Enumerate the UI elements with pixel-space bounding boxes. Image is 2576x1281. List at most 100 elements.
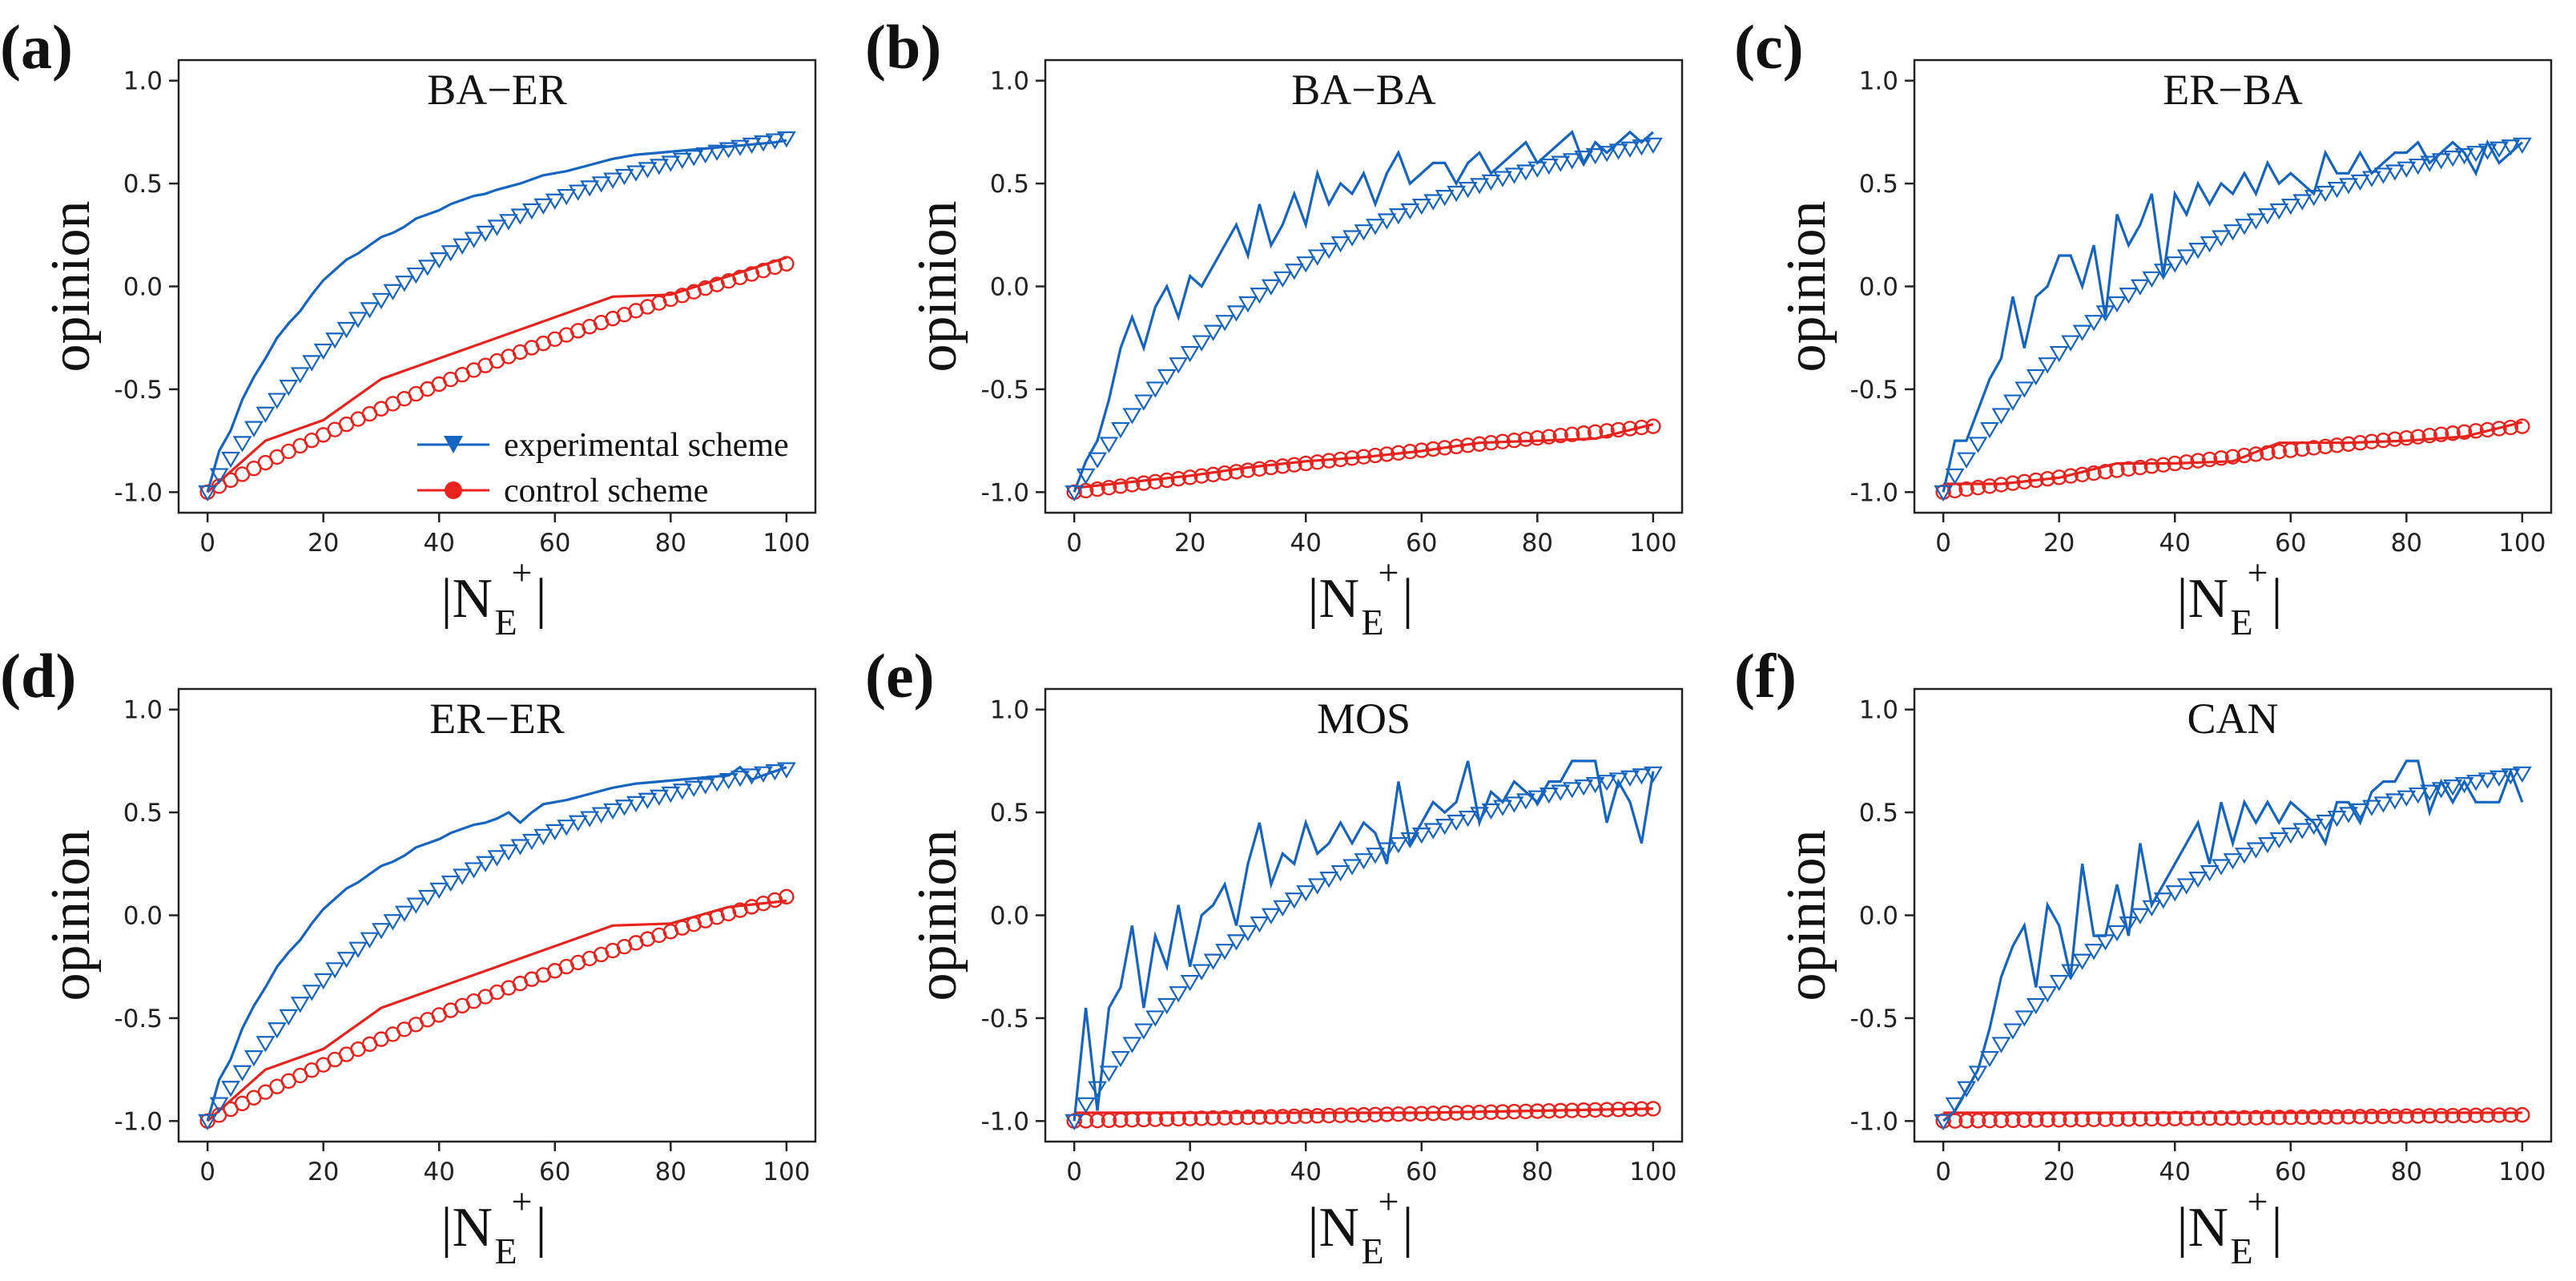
experimental-marker: [1273, 900, 1293, 916]
x-tick-label: 20: [2043, 529, 2075, 558]
control-marker: [2086, 1111, 2102, 1128]
x-tick-label: 60: [539, 1158, 570, 1186]
x-axis-label-main: |N: [1308, 1197, 1360, 1259]
experimental-marker: [776, 131, 796, 148]
experimental-marker: [1481, 174, 1501, 191]
control-marker: [2132, 1110, 2148, 1127]
experimental-marker: [2512, 137, 2532, 154]
experimental-marker: [672, 152, 692, 170]
experimental-marker: [2454, 777, 2474, 794]
control-marker: [1217, 1110, 1233, 1126]
experimental-marker: [765, 133, 785, 150]
experimental-marker: [360, 932, 380, 949]
experimental-marker: [2015, 1010, 2035, 1027]
control-marker: [1309, 454, 1326, 470]
experimental-marker: [2188, 872, 2208, 888]
x-tick-label: 80: [655, 1158, 686, 1186]
experimental-marker: [2454, 148, 2474, 165]
control-marker: [1506, 432, 1523, 449]
experimental-marker: [2038, 357, 2058, 374]
control-series-line: [207, 256, 787, 493]
control-marker: [1309, 1108, 1326, 1124]
experimental-marker: [1515, 164, 1536, 181]
legend: experimental scheme control scheme: [417, 427, 789, 510]
y-tick-label: 0.0: [1859, 273, 1898, 302]
experimental-marker: [661, 786, 681, 804]
control-marker: [2260, 1110, 2276, 1126]
control-marker: [2016, 473, 2033, 489]
experimental-marker: [2002, 1023, 2023, 1040]
experimental-marker: [476, 225, 495, 243]
chart-title: MOS: [1317, 695, 1411, 743]
experimental-marker: [1296, 256, 1316, 273]
experimental-marker: [453, 238, 473, 255]
plot-frame: [1913, 687, 2553, 1143]
control-marker: [1286, 457, 1302, 473]
experimental-marker: [394, 276, 414, 292]
experimental-marker: [568, 815, 588, 832]
experimental-marker: [209, 1097, 229, 1114]
experimental-marker: [198, 1114, 218, 1130]
control-marker: [2305, 440, 2322, 456]
x-tick-label: 0: [199, 529, 215, 558]
experimental-marker: [2095, 934, 2115, 951]
x-axis-label: |N E + |: [2177, 1181, 2283, 1271]
panel-label: (b): [865, 12, 941, 82]
experimental-marker: [2501, 139, 2521, 156]
experimental-marker: [1180, 345, 1200, 363]
experimental-marker: [1527, 790, 1548, 807]
control-marker: [2433, 1107, 2449, 1124]
x-tick-label: 40: [1290, 529, 1322, 558]
control-marker: [1298, 1108, 1314, 1124]
experimental-marker: [742, 137, 762, 155]
plot-frame: [177, 687, 817, 1143]
experimental-marker: [267, 1022, 287, 1039]
x-axis-label-main: |N: [2177, 1197, 2229, 1259]
experimental-marker: [2235, 219, 2254, 236]
experimental-marker: [1354, 853, 1374, 870]
x-axis-label-main: |N: [2177, 568, 2229, 630]
experimental-marker: [1203, 324, 1223, 341]
experimental-marker: [1400, 832, 1420, 849]
experimental-marker: [2095, 305, 2115, 322]
experimental-marker: [1377, 842, 1397, 859]
experimental-marker: [1504, 796, 1524, 813]
experimental-marker: [325, 962, 345, 979]
experimental-marker: [2397, 790, 2417, 807]
experimental-marker: [1122, 1037, 1142, 1053]
chart-title: BA−ER: [427, 66, 566, 114]
experimental-marker: [718, 142, 739, 159]
experimental-marker: [1574, 151, 1594, 167]
experimental-marker: [1597, 146, 1616, 163]
chart-panel-f: (f) CAN -1.0 -0.5 0.0 0.5 1.0 0 20 40 60 80 100 opini…: [1734, 641, 2553, 1271]
control-series-markers: [1935, 1106, 2530, 1130]
control-marker: [1610, 421, 1627, 438]
x-tick-label: 40: [1290, 1158, 1322, 1186]
control-marker: [1391, 1106, 1407, 1122]
experimental-marker: [1597, 775, 1616, 792]
control-marker: [2421, 1108, 2437, 1124]
control-marker: [2283, 1109, 2299, 1126]
experimental-marker: [2130, 908, 2150, 924]
experimental-marker: [545, 193, 565, 210]
x-tick-label: 20: [1174, 1158, 1205, 1186]
experimental-marker: [198, 485, 218, 502]
chart-panel-c: (c) ER−BA -1.0 -0.5 0.0 0.5 1.0 0 20 40 60 80 100 opi…: [1734, 12, 2553, 643]
experimental-marker: [1354, 224, 1374, 241]
x-tick-label: 20: [1174, 529, 1205, 558]
legend-experimental-marker: [444, 436, 463, 453]
experimental-marker: [256, 1036, 276, 1053]
experimental-marker: [1377, 213, 1397, 230]
experimental-marker: [325, 332, 345, 349]
experimental-marker: [2350, 803, 2370, 820]
x-tick-label: 20: [308, 529, 339, 558]
experimental-marker: [1250, 916, 1270, 933]
experimental-marker: [614, 800, 634, 816]
control-marker: [2074, 1111, 2091, 1128]
control-marker: [1633, 1101, 1650, 1117]
y-tick-label: 0.0: [123, 902, 163, 931]
chart-panel-e: (e) MOS -1.0 -0.5 0.0 0.5 1.0 0 20 40 60 80 100 opini…: [865, 641, 1684, 1271]
control-marker: [1367, 1106, 1383, 1123]
control-marker: [1228, 464, 1245, 480]
control-marker: [2317, 438, 2333, 455]
